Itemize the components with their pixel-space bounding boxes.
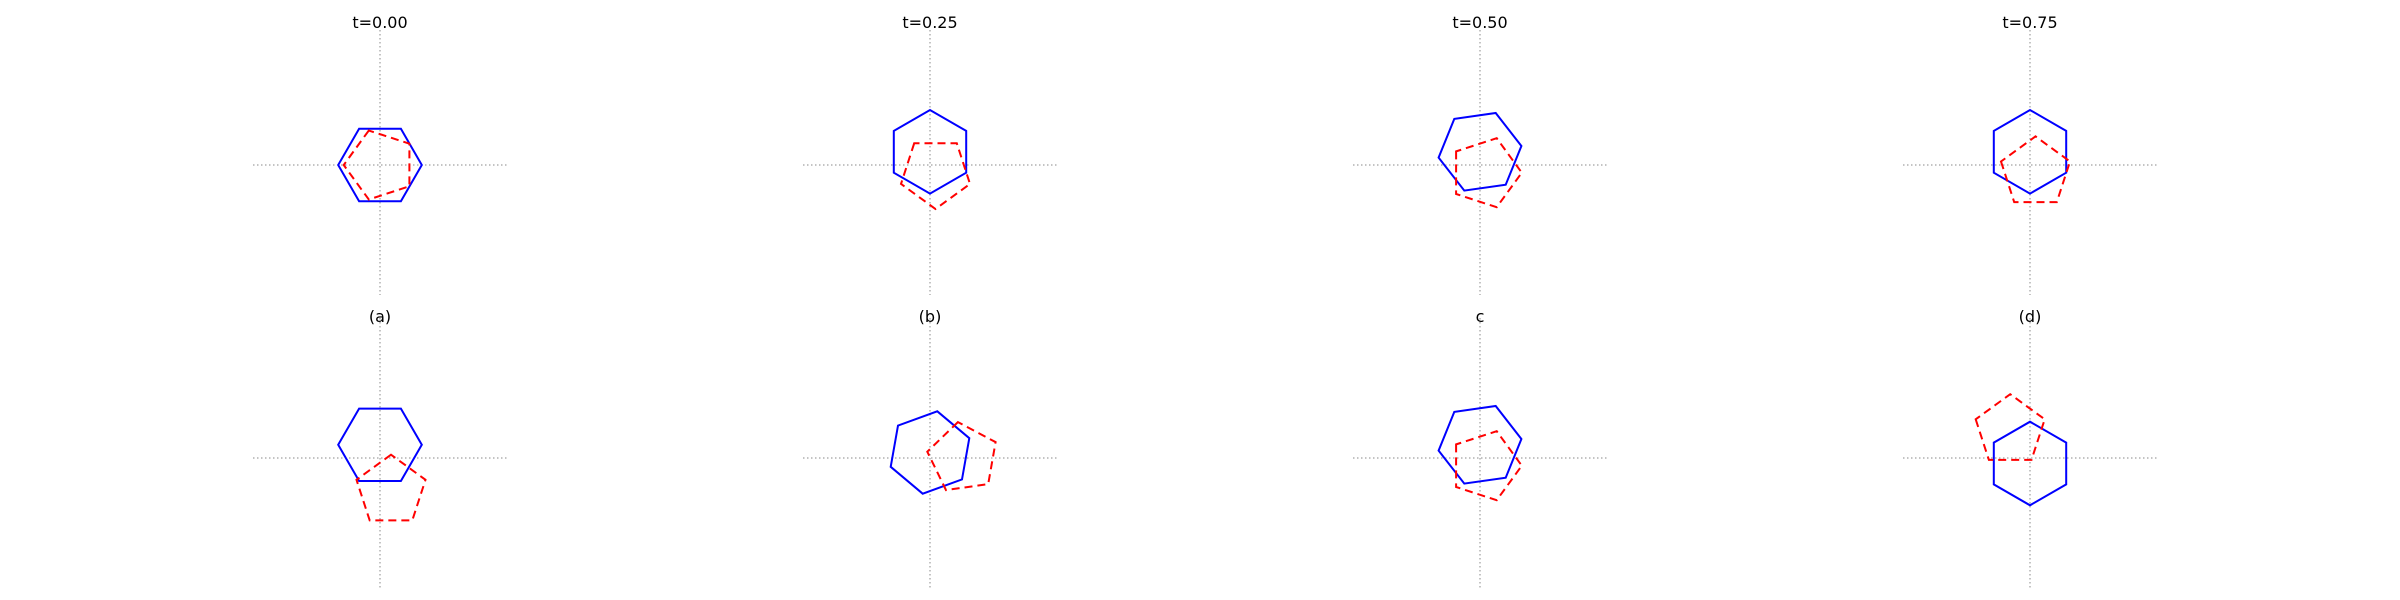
hexagon-shape [1437, 404, 1523, 485]
panel-5: (a) [253, 307, 507, 590]
panel-1: t=0.00 [253, 13, 507, 295]
pentagon-shape [899, 142, 972, 211]
hexagon-shape [892, 108, 968, 195]
panel-title: c [1476, 307, 1485, 326]
hexagon-shape [1437, 111, 1523, 192]
panel-6: (b) [803, 307, 1057, 590]
hexagon-shape [1992, 108, 2068, 195]
hexagon-shape [337, 127, 423, 203]
panel-8: (d) [1903, 307, 2157, 590]
panel-title: (d) [2019, 307, 2042, 326]
panel-title: t=0.75 [2002, 13, 2057, 32]
hexagon-shape [1992, 420, 2068, 507]
hexagon-shape [337, 407, 423, 482]
pentagon-shape [1999, 135, 2072, 204]
panel-title: t=0.50 [1452, 13, 1507, 32]
panel-title: (a) [369, 307, 391, 326]
panel-7: c [1353, 307, 1607, 590]
panel-title: t=0.00 [352, 13, 407, 32]
pentagon-shape [926, 420, 997, 492]
hexagon-shape [889, 410, 971, 495]
panel-3: t=0.50 [1353, 13, 1607, 295]
pentagon-shape [1455, 430, 1524, 502]
panel-4: t=0.75 [1903, 13, 2157, 295]
panel-title: t=0.25 [902, 13, 957, 32]
pentagon-shape [1974, 392, 2046, 461]
pentagon-shape [342, 129, 411, 201]
panel-title: (b) [919, 307, 942, 326]
panel-2: t=0.25 [803, 13, 1057, 295]
pentagon-shape [1455, 137, 1524, 209]
pentagon-shape [355, 453, 427, 522]
